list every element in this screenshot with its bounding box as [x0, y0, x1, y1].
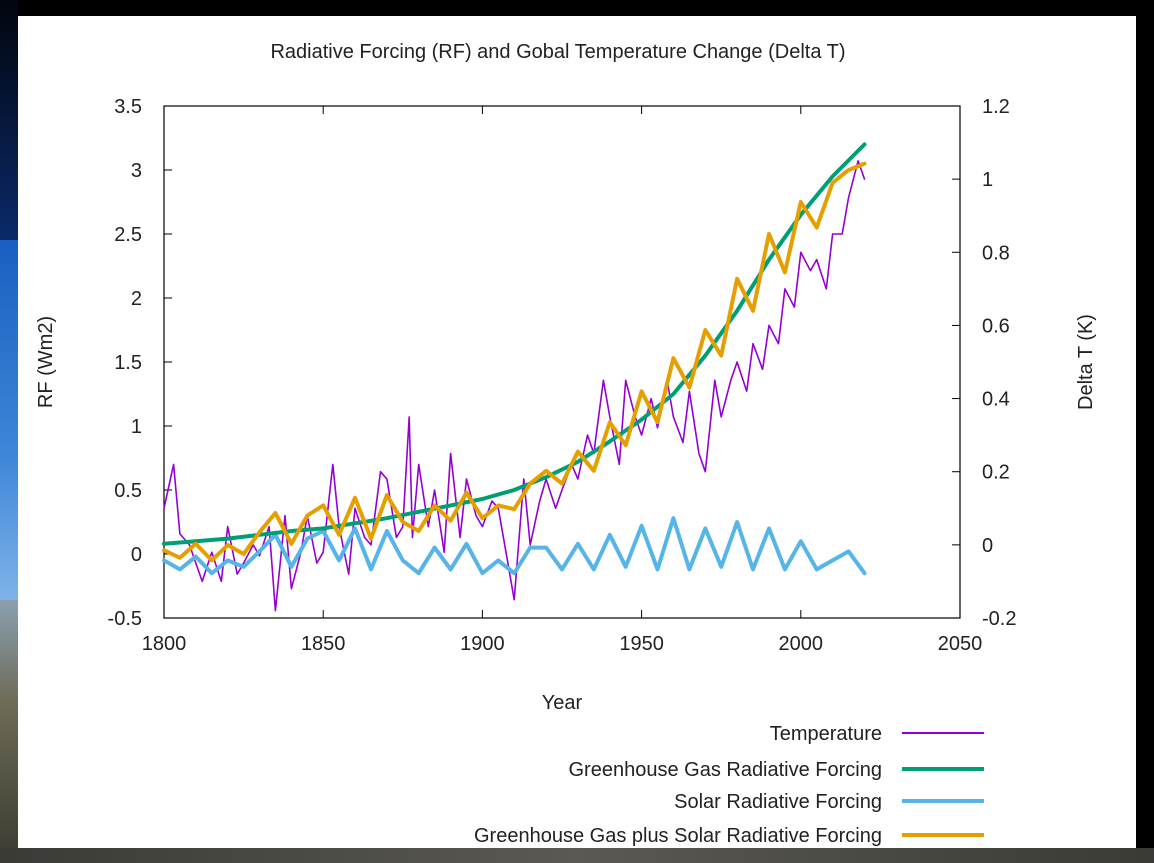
legend-label-ghg-plus-solar: Greenhouse Gas plus Solar Radiative Forc…: [474, 825, 882, 847]
x-tick-label: 1900: [460, 633, 505, 655]
series-line-ghg: [162, 142, 867, 546]
y-tick-label: 0: [131, 544, 142, 566]
y2-tick-label: -0.2: [982, 608, 1016, 630]
y2-tick-label: 0.4: [982, 389, 1010, 411]
y-tick-label: 1.5: [114, 352, 142, 374]
series-line-solar: [162, 516, 867, 576]
legend-label-ghg: Greenhouse Gas Radiative Forcing: [569, 759, 883, 781]
chart-svg: Radiative Forcing (RF) and Gobal Tempera…: [35, 41, 1097, 847]
y2-tick-label: 0.6: [982, 315, 1010, 337]
x-axis-ticks: 1800 1850 1900 1950 2000 2050: [142, 106, 983, 655]
legend-label-solar: Solar Radiative Forcing: [674, 791, 882, 813]
x-tick-label: 1800: [142, 633, 187, 655]
y2-tick-label: 1.2: [982, 96, 1010, 118]
y2-axis-label: Delta T (K): [1075, 314, 1097, 410]
x-tick-label: 2000: [779, 633, 824, 655]
series-line-ghg-plus-solar: [162, 161, 867, 563]
background-sky-dark: [0, 0, 18, 240]
x-tick-label: 1950: [619, 633, 664, 655]
y2-tick-label: 0.2: [982, 462, 1010, 484]
y-tick-label: 3.5: [114, 96, 142, 118]
y-axis-label: RF (Wm2): [35, 316, 57, 408]
chart-title: Radiative Forcing (RF) and Gobal Tempera…: [270, 41, 845, 63]
chart-legend: Temperature Greenhouse Gas Radiative For…: [474, 723, 984, 847]
y2-axis-ticks: -0.2 0 0.2 0.4 0.6 0.8 1 1.2: [952, 96, 1016, 630]
background-building: [0, 600, 18, 863]
y-tick-label: 3: [131, 160, 142, 182]
y-tick-label: 2: [131, 288, 142, 310]
y-tick-label: 2.5: [114, 224, 142, 246]
chart-panel: Radiative Forcing (RF) and Gobal Tempera…: [18, 16, 1136, 848]
y-axis-ticks: -0.5 0 0.5 1 1.5 2 2.5 3 3.5: [108, 96, 172, 630]
x-axis-label: Year: [542, 692, 583, 714]
plot-area-frame: [163, 105, 961, 619]
background-sky-blue: [0, 240, 18, 600]
y-tick-label: 0.5: [114, 480, 142, 502]
y2-tick-label: 0: [982, 535, 993, 557]
y-tick-label: 1: [131, 416, 142, 438]
legend-label-temperature: Temperature: [770, 723, 882, 745]
y2-tick-label: 1: [982, 169, 993, 191]
x-tick-label: 2050: [938, 633, 983, 655]
series-lines: [162, 142, 867, 612]
x-tick-label: 1850: [301, 633, 346, 655]
y-tick-label: -0.5: [108, 608, 142, 630]
y2-tick-label: 0.8: [982, 242, 1010, 264]
background-ground: [0, 848, 1154, 863]
